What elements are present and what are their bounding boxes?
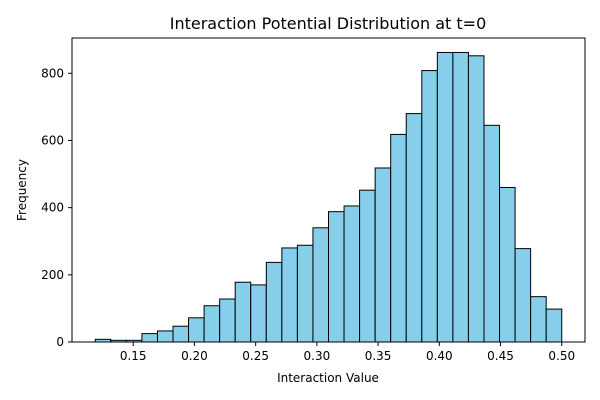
x-tick-label: 0.45 [487,349,514,363]
histogram-bar [312,227,330,343]
histogram-bar [172,325,190,343]
histogram-bar [405,113,423,343]
histogram-bar [499,186,516,343]
y-tick-label: 400 [41,201,64,215]
histogram-bar [265,261,283,343]
x-tick-label: 0.25 [242,349,269,363]
histogram-bar [156,330,174,343]
histogram-bar [250,284,267,343]
y-tick-label: 600 [41,133,64,147]
x-tick-label: 0.30 [304,349,331,363]
histogram-bar [343,205,361,343]
x-tick-label: 0.20 [181,349,208,363]
plot-frame [71,37,586,343]
y-axis: 0 200 400 600 800 [41,66,72,349]
histogram-bar [545,308,563,343]
histogram-bar [203,305,221,343]
histogram-bar [359,189,376,343]
bars-group [94,51,563,343]
histogram-bar [390,133,407,343]
histogram-bar [141,333,158,343]
x-tick-label: 0.35 [365,349,392,363]
y-tick-label: 200 [41,268,64,282]
histogram-bar [219,298,236,343]
y-axis-label: Frequency [15,159,29,221]
x-axis: 0.15 0.20 0.25 0.30 0.35 0.40 0.45 0.50 [120,342,575,363]
histogram-bar [483,124,501,343]
histogram-bar [281,247,298,343]
histogram-bar [234,281,252,343]
chart-title: Interaction Potential Distribution at t=… [170,14,487,33]
histogram-bar [296,244,314,343]
histogram-bar [374,167,392,343]
x-tick-label: 0.15 [120,349,147,363]
x-tick-label: 0.50 [548,349,575,363]
y-tick-label: 0 [56,335,64,349]
x-tick-label: 0.40 [426,349,453,363]
histogram-bar [452,51,469,343]
histogram-bar [514,248,532,343]
histogram-bar [467,55,485,343]
histogram-bar [421,70,438,343]
histogram-bar [436,51,454,343]
histogram-bar [328,211,345,343]
y-tick-label: 800 [41,66,64,80]
histogram-bar [530,296,547,343]
histogram-bar [188,317,205,343]
x-axis-label: Interaction Value [277,371,379,385]
